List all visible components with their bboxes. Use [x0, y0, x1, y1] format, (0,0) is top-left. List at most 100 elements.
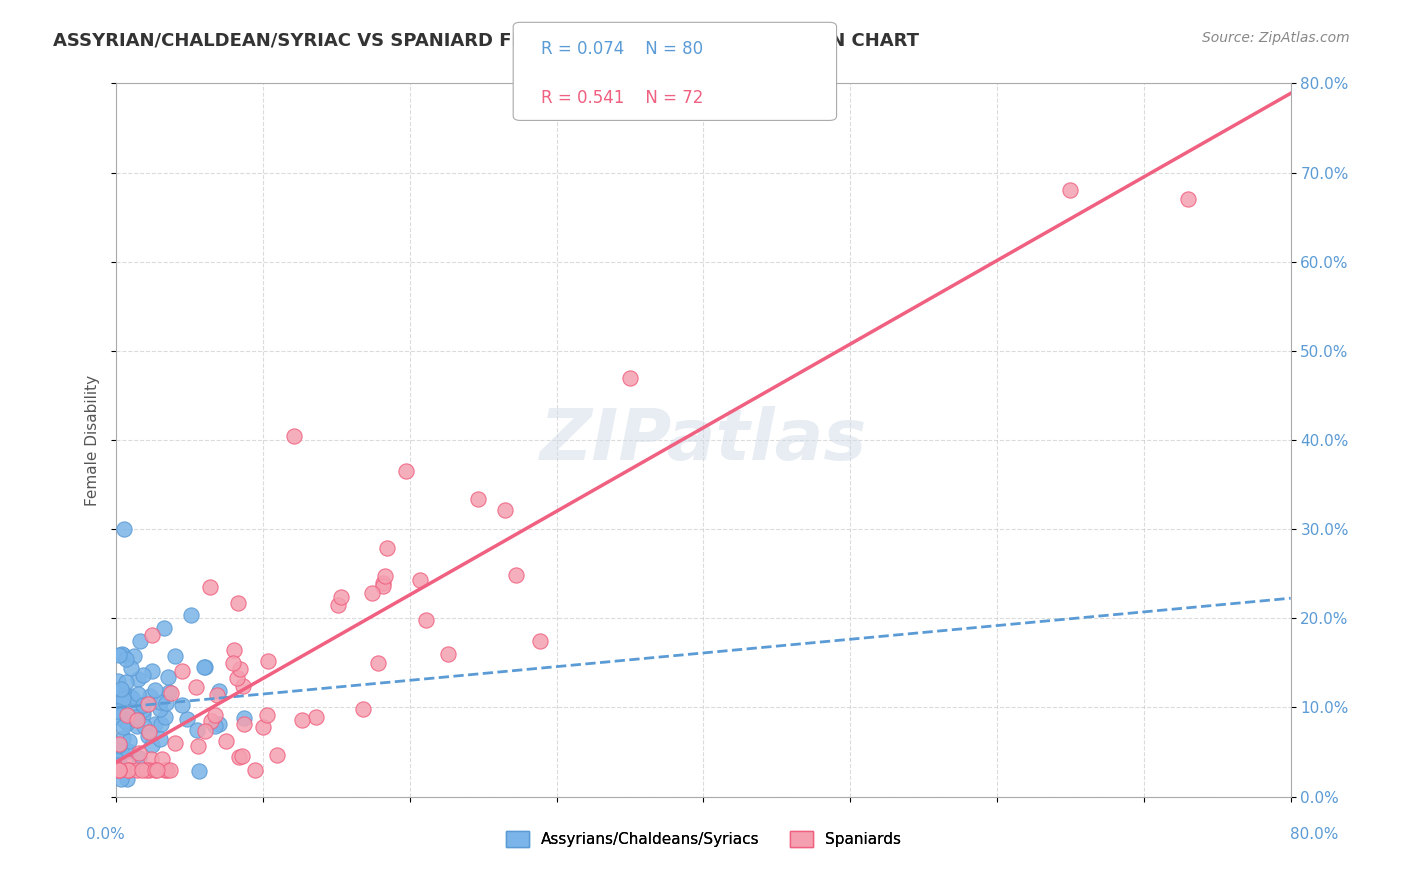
Point — [107, 699, 129, 714]
Point — [231, 749, 253, 764]
Point — [128, 751, 150, 765]
Point — [111, 684, 134, 698]
Point — [172, 698, 194, 712]
Point — [118, 689, 141, 703]
Point — [194, 724, 217, 739]
Point — [150, 717, 173, 731]
Point — [143, 716, 166, 731]
Point — [229, 662, 252, 676]
Point — [118, 763, 141, 777]
Point — [132, 697, 155, 711]
Point — [107, 690, 129, 704]
Point — [107, 673, 129, 688]
Point — [619, 370, 641, 384]
Text: R = 0.541    N = 72: R = 0.541 N = 72 — [541, 89, 703, 107]
Point — [361, 586, 384, 600]
Text: 0.0%: 0.0% — [86, 827, 125, 841]
Point — [125, 713, 148, 727]
Point — [139, 690, 162, 704]
Point — [149, 696, 172, 710]
Point — [115, 707, 138, 722]
Point — [108, 763, 131, 777]
Text: Source: ZipAtlas.com: Source: ZipAtlas.com — [1202, 31, 1350, 45]
Point — [156, 763, 179, 777]
Point — [114, 714, 136, 729]
Text: 80.0%: 80.0% — [1291, 827, 1339, 841]
Point — [111, 691, 134, 706]
Point — [127, 687, 149, 701]
Point — [415, 613, 437, 627]
Point — [153, 710, 176, 724]
Point — [170, 664, 193, 678]
Point — [228, 749, 250, 764]
Point — [120, 661, 142, 675]
Point — [115, 716, 138, 731]
Point — [374, 569, 396, 583]
Point — [200, 714, 222, 728]
Point — [233, 717, 256, 731]
Point — [257, 654, 280, 668]
Point — [138, 725, 160, 739]
Point — [222, 656, 245, 670]
Point — [352, 702, 374, 716]
Point — [187, 764, 209, 778]
Point — [141, 752, 163, 766]
Point — [132, 707, 155, 722]
Point — [125, 763, 148, 777]
Point — [111, 647, 134, 661]
Point — [152, 752, 174, 766]
Point — [132, 719, 155, 733]
Point — [153, 621, 176, 635]
Legend: Assyrians/Chaldeans/Syriacs, Spaniards: Assyrians/Chaldeans/Syriacs, Spaniards — [499, 825, 907, 853]
Point — [110, 742, 132, 756]
Point — [127, 719, 149, 733]
Text: R = 0.074    N = 80: R = 0.074 N = 80 — [541, 40, 703, 58]
Point — [143, 682, 166, 697]
Point — [136, 697, 159, 711]
Y-axis label: Female Disability: Female Disability — [86, 375, 100, 506]
Point — [135, 763, 157, 777]
Point — [330, 590, 353, 604]
Point — [176, 712, 198, 726]
Point — [108, 763, 131, 777]
Point — [115, 652, 138, 666]
Point — [252, 719, 274, 733]
Point — [122, 692, 145, 706]
Point — [138, 763, 160, 777]
Point — [112, 522, 135, 536]
Point — [141, 738, 163, 752]
Point — [394, 464, 416, 478]
Point — [186, 723, 208, 737]
Point — [115, 710, 138, 724]
Point — [108, 737, 131, 751]
Point — [159, 686, 181, 700]
Point — [373, 575, 395, 590]
Point — [163, 736, 186, 750]
Point — [115, 708, 138, 723]
Point — [108, 709, 131, 723]
Point — [155, 696, 177, 710]
Point — [193, 660, 215, 674]
Point — [128, 746, 150, 760]
Point — [141, 628, 163, 642]
Point — [107, 738, 129, 752]
Point — [159, 763, 181, 777]
Point — [207, 688, 229, 702]
Point — [149, 701, 172, 715]
Point — [529, 634, 551, 648]
Point — [108, 763, 131, 777]
Point — [141, 664, 163, 678]
Point — [115, 713, 138, 727]
Point — [112, 648, 135, 662]
Point — [373, 579, 395, 593]
Point — [184, 680, 207, 694]
Point — [232, 711, 254, 725]
Point — [328, 598, 350, 612]
Point — [194, 660, 217, 674]
Point — [110, 681, 132, 696]
Point — [226, 671, 249, 685]
Point — [208, 684, 231, 698]
Text: ZIPatlas: ZIPatlas — [540, 406, 868, 475]
Point — [114, 675, 136, 690]
Point — [107, 753, 129, 767]
